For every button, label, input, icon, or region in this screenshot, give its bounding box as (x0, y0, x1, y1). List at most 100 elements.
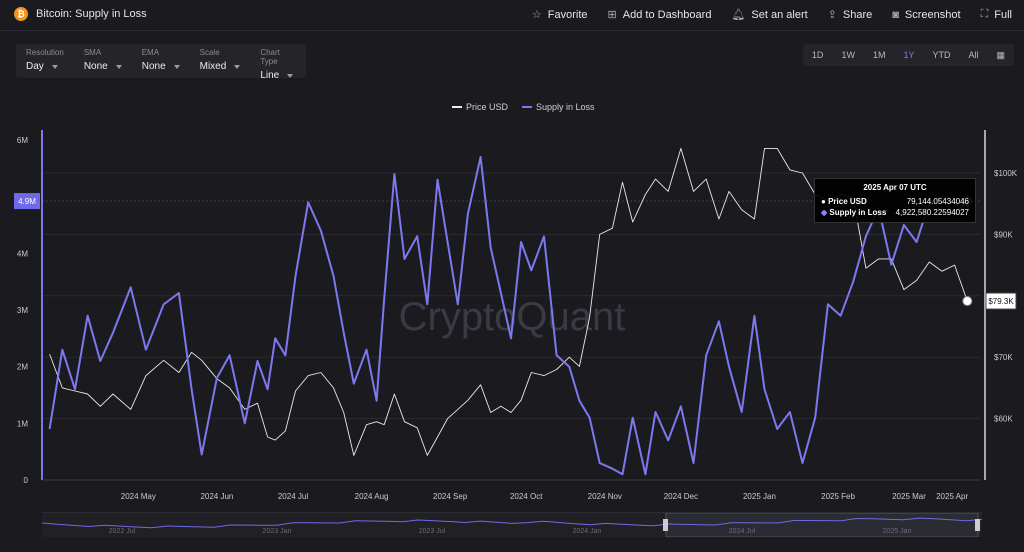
legend-item-supply[interactable]: Supply in Loss (522, 102, 595, 112)
grid-lines (42, 172, 980, 420)
y-right-tick-label: $70K (994, 353, 1013, 362)
range-selector: 1D 1W 1M 1Y YTD All ▦ (802, 44, 1014, 66)
series-line-price (49, 147, 968, 456)
range-1m[interactable]: 1M (872, 50, 886, 60)
resolution-label: Resolution (26, 48, 64, 57)
x-tick-label: 2024 Jun (200, 492, 233, 501)
scale-select[interactable]: Scale Mixed (190, 44, 251, 78)
sma-label: SMA (83, 48, 102, 57)
chart-type-value: Line (260, 70, 280, 81)
screenshot-button[interactable]: ◙ Screenshot (892, 8, 960, 21)
range-1d[interactable]: 1D (811, 50, 824, 60)
chart-type-select[interactable]: Chart Type Line (250, 44, 306, 81)
tooltip-price-value: 79,144.05434046 (906, 197, 969, 206)
navigator-label: 2025 Jan (883, 528, 912, 535)
right-value-label: $79.3K (988, 297, 1014, 306)
x-tick-label: 2025 Feb (821, 492, 855, 501)
legend-swatch-price (452, 106, 462, 108)
bell-icon: 🔔︎ (731, 9, 746, 21)
chevron-down-icon (173, 64, 180, 69)
range-navigator[interactable]: 2022 Jul 2023 Jan 2023 Jul 2024 Jan 2024 Jul… (41, 512, 983, 538)
y-left-tick-label: 6M (17, 136, 28, 145)
x-tick-label: 2024 May (121, 492, 156, 501)
chevron-down-icon (51, 64, 58, 69)
price-marker-icon: ● (821, 197, 826, 206)
navigator-label: 2024 Jan (573, 528, 602, 535)
favorite-label: Favorite (547, 8, 588, 21)
y-left-tick-label: 1M (17, 419, 28, 428)
y-right-tick-label: $60K (994, 415, 1013, 424)
legend-swatch-supply (522, 106, 533, 108)
x-tick-label: 2025 Apr (936, 492, 968, 501)
scale-label: Scale (199, 48, 220, 57)
x-tick-label: 2024 Jul (278, 492, 308, 501)
fullscreen-button[interactable]: ⛶ Full (981, 8, 1012, 21)
series-line-supply (48, 156, 969, 476)
navigator-canvas: 2022 Jul 2023 Jan 2023 Jul 2024 Jan 2024 Jul… (41, 512, 983, 538)
range-all[interactable]: All (968, 50, 979, 60)
x-tick-label: 2024 Nov (588, 492, 622, 501)
navigator-label: 2023 Jul (419, 528, 446, 535)
tooltip-row-price: ● Price USD 79,144.05434046 (821, 196, 969, 207)
sma-value: None (83, 61, 108, 72)
dashboard-add-icon: ⊞ (607, 9, 617, 21)
favorite-button[interactable]: ☆ Favorite (531, 8, 588, 22)
y-left-tick-label: 4M (17, 249, 28, 258)
range-1w[interactable]: 1W (841, 50, 855, 60)
chart-type-label: Chart Type (260, 48, 280, 66)
top-bar: ₿ Bitcoin: Supply in Loss ☆ Favorite ⊞ Add… (0, 0, 1024, 31)
range-1y[interactable]: 1Y (903, 50, 915, 60)
x-tick-label: 2024 Sep (433, 492, 468, 501)
price-point-marker (962, 296, 973, 307)
bitcoin-icon: ₿ (14, 7, 28, 21)
ema-value: None (141, 61, 166, 72)
right-value-badge (985, 292, 1017, 310)
add-to-dashboard-button[interactable]: ⊞ Add to Dashboard (607, 8, 712, 22)
resolution-value: Day (26, 61, 44, 72)
tooltip-supply-value: 4,922,580.22594027 (895, 208, 969, 217)
navigator-label: 2023 Jan (263, 528, 292, 535)
star-icon: ☆ (531, 9, 542, 21)
legend-label-price: Price USD (466, 102, 509, 112)
navigator-handle-right (975, 519, 980, 531)
navigator-window (665, 512, 979, 538)
page-title-group: ₿ Bitcoin: Supply in Loss (14, 7, 147, 21)
left-value-badge (14, 193, 40, 210)
x-tick-label: 2025 Mar (892, 492, 926, 501)
y-right-tick-label: $100K (994, 169, 1018, 178)
ema-label: EMA (141, 48, 160, 57)
page-title: Bitcoin: Supply in Loss (36, 8, 147, 20)
screenshot-label: Screenshot (904, 8, 961, 21)
tooltip-supply-label: Supply in Loss (829, 208, 887, 217)
resolution-select[interactable]: Resolution Day (16, 44, 74, 78)
fullscreen-icon: ⛶ (980, 8, 989, 20)
legend-item-price[interactable]: Price USD (452, 102, 508, 112)
legend-label-supply: Supply in Loss (536, 102, 595, 112)
header-actions: ☆ Favorite ⊞ Add to Dashboard 🔔︎ Set an ale… (532, 8, 1012, 21)
left-value-label: 4.9M (18, 197, 36, 206)
sma-select[interactable]: SMA None (74, 44, 132, 78)
share-icon: ⇪ (827, 9, 837, 21)
chart-tooltip: 2025 Apr 07 UTC ● Price USD 79,144.054340… (814, 178, 976, 223)
y-left-tick-label: 3M (17, 306, 28, 315)
set-alert-button[interactable]: 🔔︎ Set an alert (731, 8, 808, 22)
set-alert-label: Set an alert (751, 8, 808, 21)
y-right-tick-label: $90K (994, 230, 1013, 239)
navigator-label: 2022 Jul (109, 528, 136, 535)
chart-legend: Price USD Supply in Loss (452, 102, 595, 112)
tooltip-price-label: Price USD (828, 197, 867, 206)
tooltip-title: 2025 Apr 07 UTC (863, 183, 927, 192)
share-label: Share (842, 8, 873, 21)
share-button[interactable]: ⇪ Share (827, 8, 873, 22)
supply-marker-icon: ◆ (821, 208, 828, 217)
navigator-line (41, 517, 983, 529)
calendar-icon[interactable]: ▦ (996, 50, 1005, 60)
tooltip-row-supply: ◆ Supply in Loss 4,922,580.22594027 (821, 207, 969, 218)
chevron-down-icon (115, 64, 122, 69)
x-tick-label: 2024 Aug (355, 492, 389, 501)
ema-select[interactable]: EMA None (132, 44, 190, 78)
fullscreen-label: Full (994, 8, 1012, 21)
range-ytd[interactable]: YTD (932, 50, 951, 60)
